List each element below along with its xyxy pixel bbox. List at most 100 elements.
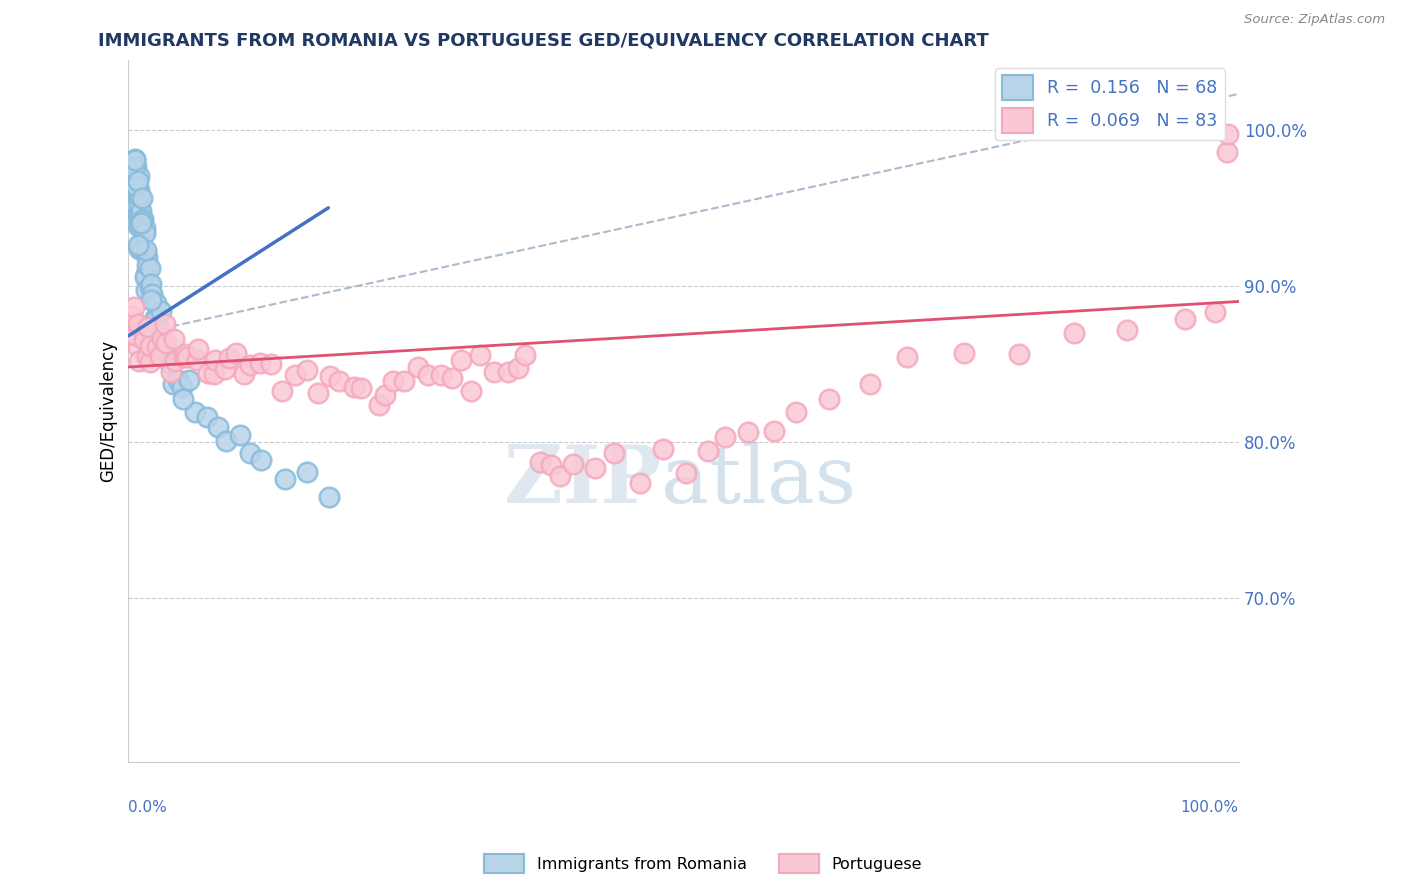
Point bbox=[141, 286, 163, 301]
Point bbox=[195, 409, 218, 424]
Point bbox=[540, 458, 562, 472]
Point bbox=[149, 349, 172, 363]
Point bbox=[367, 398, 389, 412]
Point bbox=[818, 392, 841, 406]
Point bbox=[328, 374, 350, 388]
Point bbox=[343, 380, 366, 394]
Point bbox=[506, 361, 529, 376]
Point bbox=[134, 221, 156, 235]
Point bbox=[135, 283, 157, 297]
Point bbox=[139, 354, 162, 368]
Point bbox=[139, 280, 162, 294]
Point bbox=[155, 336, 177, 351]
Legend: R =  0.156   N = 68, R =  0.069   N = 83: R = 0.156 N = 68, R = 0.069 N = 83 bbox=[995, 69, 1225, 140]
Point bbox=[450, 353, 472, 368]
Point bbox=[167, 373, 190, 387]
Point bbox=[1008, 347, 1031, 361]
Point bbox=[125, 178, 148, 192]
Point bbox=[128, 188, 150, 202]
Point bbox=[131, 242, 153, 256]
Point bbox=[416, 368, 439, 382]
Point bbox=[675, 466, 697, 480]
Point bbox=[134, 226, 156, 240]
Point bbox=[160, 357, 183, 371]
Point bbox=[214, 362, 236, 376]
Point bbox=[1063, 326, 1085, 341]
Point bbox=[128, 183, 150, 197]
Point bbox=[124, 153, 146, 167]
Point bbox=[307, 385, 329, 400]
Point bbox=[229, 427, 252, 442]
Point bbox=[136, 258, 159, 272]
Point bbox=[785, 405, 807, 419]
Point bbox=[150, 304, 173, 318]
Point bbox=[859, 377, 882, 392]
Point bbox=[145, 296, 167, 310]
Point bbox=[124, 328, 146, 343]
Point bbox=[143, 311, 166, 326]
Point bbox=[218, 351, 240, 365]
Point bbox=[1216, 145, 1239, 159]
Point bbox=[122, 189, 145, 203]
Point bbox=[762, 424, 785, 438]
Point bbox=[129, 237, 152, 252]
Point bbox=[470, 348, 492, 362]
Point bbox=[225, 346, 247, 360]
Point bbox=[430, 368, 453, 383]
Point bbox=[125, 160, 148, 174]
Point bbox=[141, 277, 163, 292]
Point bbox=[135, 350, 157, 364]
Point bbox=[153, 317, 176, 331]
Point bbox=[128, 210, 150, 224]
Point bbox=[628, 475, 651, 490]
Point bbox=[173, 350, 195, 364]
Point bbox=[174, 347, 197, 361]
Point bbox=[131, 214, 153, 228]
Point bbox=[125, 191, 148, 205]
Point bbox=[583, 461, 606, 475]
Point bbox=[260, 357, 283, 371]
Point bbox=[284, 368, 307, 383]
Point bbox=[127, 208, 149, 222]
Point bbox=[207, 419, 229, 434]
Point bbox=[232, 367, 254, 381]
Point bbox=[603, 446, 626, 460]
Point bbox=[134, 270, 156, 285]
Point bbox=[129, 216, 152, 230]
Point bbox=[651, 442, 673, 456]
Point bbox=[124, 300, 146, 314]
Point bbox=[148, 320, 170, 334]
Point bbox=[150, 331, 173, 345]
Point bbox=[139, 261, 162, 276]
Point bbox=[127, 317, 149, 331]
Point bbox=[127, 219, 149, 233]
Point bbox=[295, 362, 318, 376]
Point bbox=[239, 358, 262, 372]
Point bbox=[382, 375, 405, 389]
Point bbox=[529, 455, 551, 469]
Point bbox=[319, 369, 342, 384]
Point bbox=[125, 199, 148, 213]
Point bbox=[186, 353, 208, 368]
Point bbox=[128, 242, 150, 256]
Point bbox=[135, 244, 157, 258]
Point bbox=[896, 351, 918, 365]
Text: 100.0%: 100.0% bbox=[1181, 800, 1239, 815]
Point bbox=[134, 333, 156, 347]
Point bbox=[162, 376, 184, 391]
Point bbox=[460, 384, 482, 398]
Point bbox=[737, 425, 759, 439]
Point bbox=[136, 320, 159, 334]
Point bbox=[187, 343, 209, 357]
Point bbox=[440, 371, 463, 385]
Point bbox=[128, 199, 150, 213]
Point bbox=[1204, 305, 1226, 319]
Point bbox=[136, 250, 159, 264]
Point bbox=[392, 375, 415, 389]
Point bbox=[146, 331, 169, 345]
Text: ZIP: ZIP bbox=[505, 442, 661, 520]
Point bbox=[139, 293, 162, 307]
Text: atlas: atlas bbox=[661, 442, 856, 520]
Point bbox=[172, 392, 194, 407]
Point bbox=[129, 204, 152, 219]
